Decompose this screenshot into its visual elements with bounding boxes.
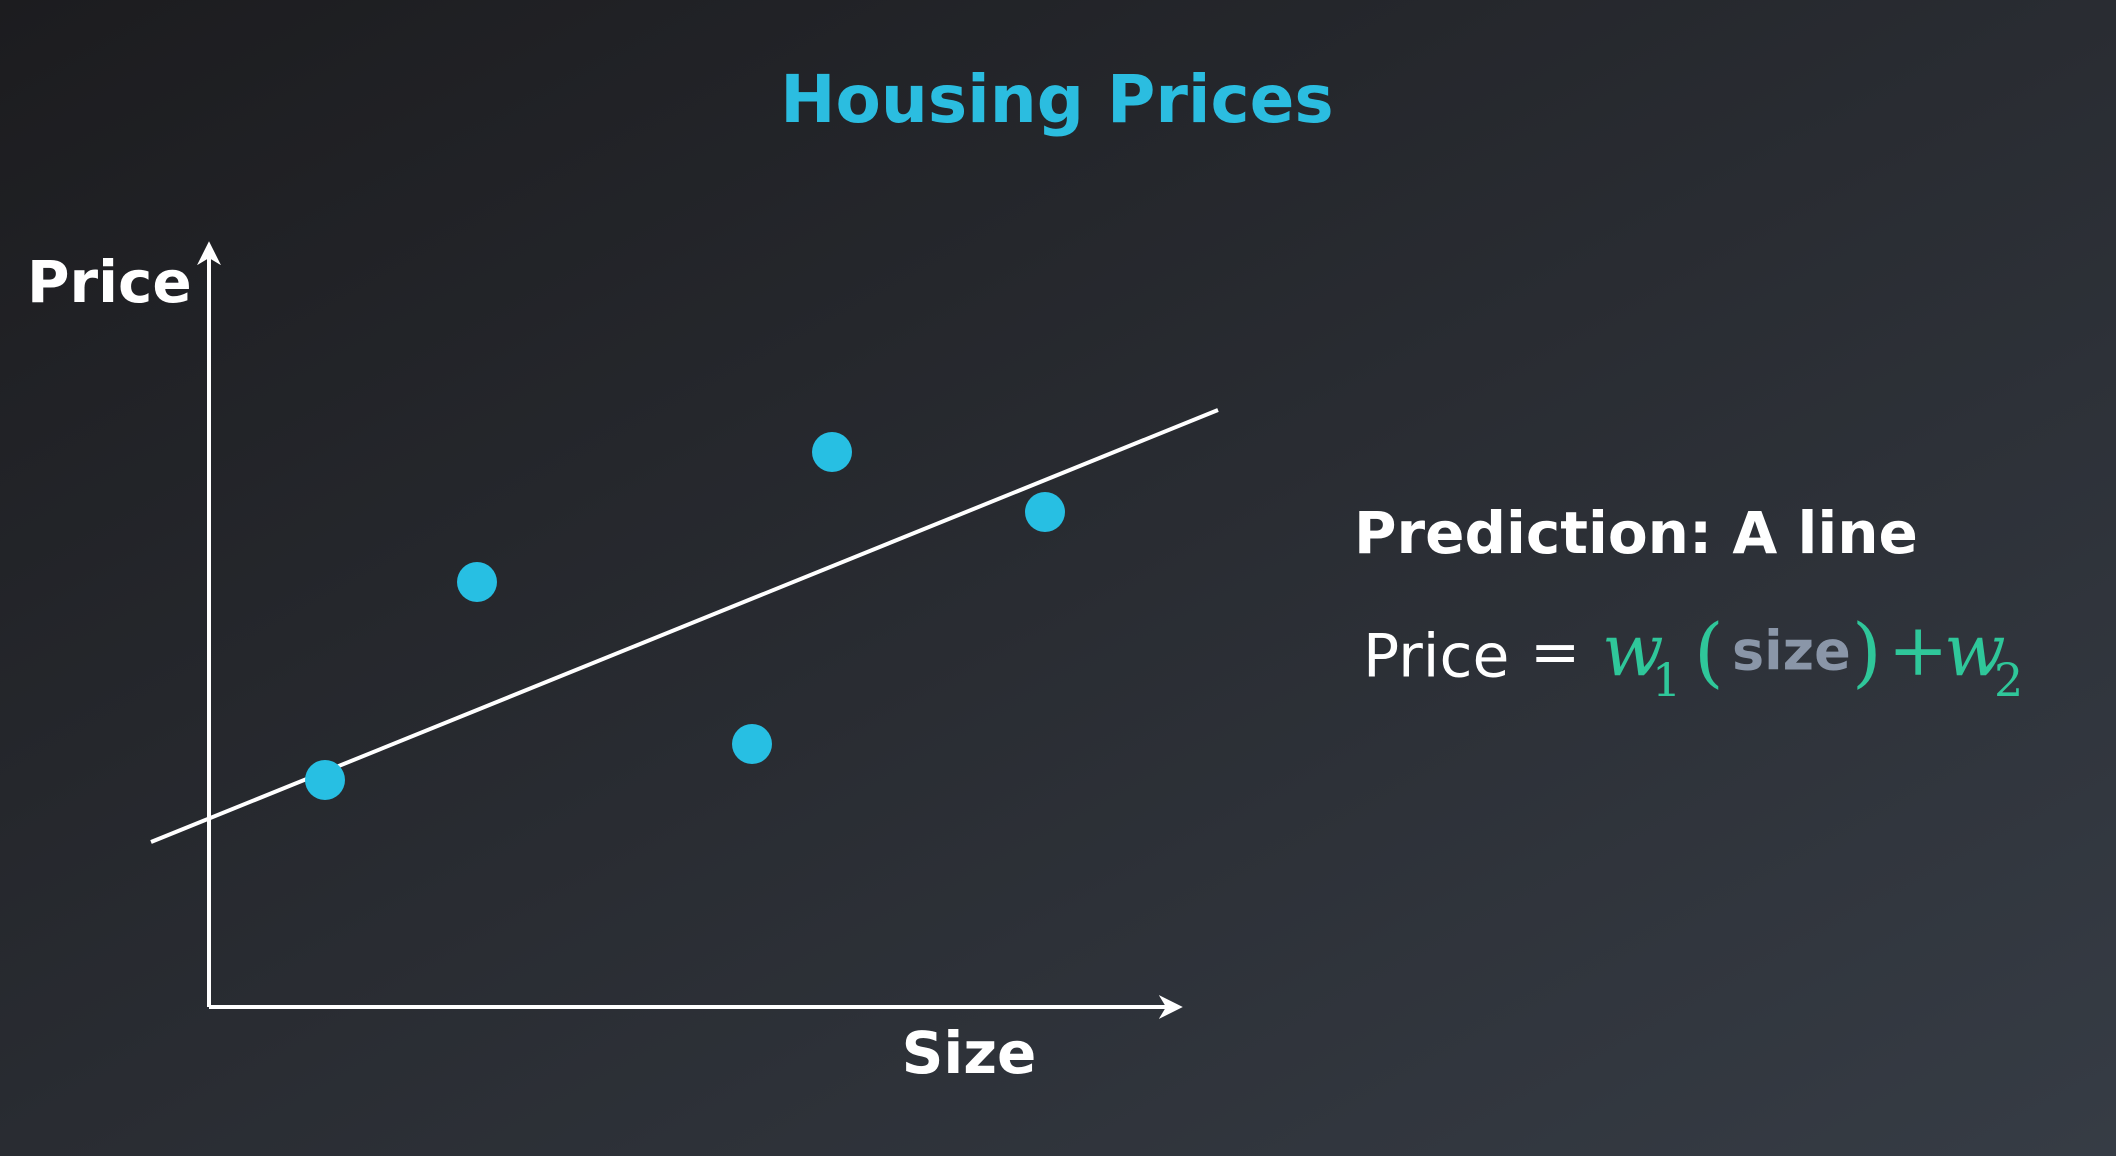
point: [305, 760, 345, 800]
point: [732, 724, 772, 764]
equation-w2: w: [1944, 608, 2006, 692]
equation-w2-sub: 2: [1994, 653, 2023, 707]
points: [305, 432, 1065, 800]
x-axis-label: Size: [902, 1019, 1037, 1087]
equation-plus: +: [1888, 608, 1948, 692]
title: Housing Prices: [780, 61, 1333, 138]
equation: Price = w 1 ( size ) + w 2: [1363, 607, 2023, 707]
equation-w1: w: [1602, 608, 1664, 692]
point: [1025, 492, 1065, 532]
y-axis-label: Price: [27, 248, 192, 316]
point: [812, 432, 852, 472]
equation-w1-sub: 1: [1652, 653, 1681, 707]
equation-arg: size: [1732, 620, 1851, 683]
annotation-heading: Prediction: A line: [1354, 499, 1918, 567]
point: [457, 562, 497, 602]
equation-lhs: Price: [1363, 622, 1509, 692]
equation-equals: =: [1530, 618, 1580, 688]
equation-close: ): [1852, 607, 1882, 696]
equation-open: (: [1694, 607, 1724, 696]
